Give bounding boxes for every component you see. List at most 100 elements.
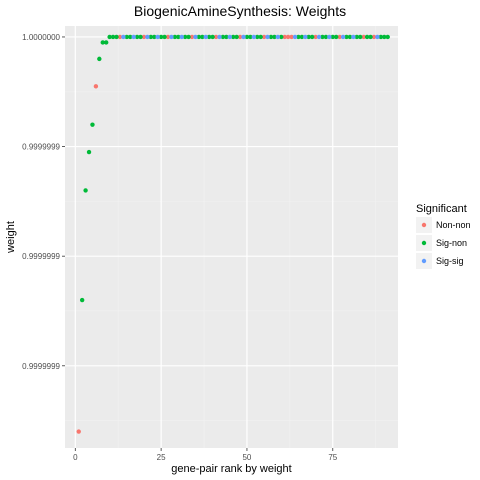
point-sig-non [196, 34, 202, 40]
point-non-non [282, 34, 287, 40]
point-non-non [337, 34, 342, 40]
point-non-non [289, 34, 294, 40]
point-sig-non [200, 34, 205, 40]
point-sig-non [138, 34, 143, 40]
point-sig-non [255, 34, 260, 40]
point-sig-non [364, 34, 370, 40]
x-tick-label: 0 [73, 453, 78, 462]
point-non-non [261, 34, 267, 40]
legend: Significant Non-non Sig-non Sig-sig [416, 203, 471, 269]
y-axis-title: weight [5, 221, 17, 254]
point-sig-non [97, 56, 102, 62]
point-non-non [313, 34, 318, 40]
point-sig-sig [145, 34, 150, 40]
x-tick-label: 75 [328, 453, 337, 462]
point-sig-sig [375, 34, 380, 40]
legend-swatch-non-non [421, 222, 427, 228]
point-non-non [189, 34, 195, 40]
point-sig-sig [275, 34, 281, 40]
point-sig-non [347, 34, 353, 40]
point-non-non [361, 34, 366, 40]
point-sig-non [234, 34, 239, 40]
x-tick-label: 25 [157, 453, 166, 462]
point-non-non [371, 34, 377, 40]
point-sig-sig [303, 34, 308, 40]
point-sig-non [378, 34, 384, 40]
point-sig-non [358, 34, 363, 40]
y-tick-label: 0.9999999 [22, 362, 60, 371]
point-sig-non [124, 34, 129, 40]
point-sig-non [210, 34, 215, 40]
point-sig-non [220, 34, 226, 40]
point-sig-non [114, 34, 119, 40]
point-sig-sig [179, 34, 184, 40]
legend-swatch-sig-sig [421, 258, 427, 264]
point-sig-non [152, 34, 157, 40]
point-sig-non [330, 34, 335, 40]
y-tick-label: 0.9999999 [22, 252, 60, 261]
point-sig-non [244, 34, 250, 40]
legend-label-sig-sig: Sig-sig [436, 256, 464, 266]
point-sig-non [279, 34, 284, 40]
y-tick-label: 0.9999999 [22, 143, 60, 152]
point-sig-sig [193, 34, 198, 40]
point-sig-non [224, 34, 229, 40]
point-sig-sig [292, 34, 298, 40]
point-sig-non [186, 34, 191, 40]
point-sig-sig [217, 34, 222, 40]
point-sig-non [90, 122, 95, 127]
legend-swatch-sig-non [421, 240, 427, 246]
y-axis-ticks: 0.9999999 0.9999999 0.9999999 1.0000000 [22, 33, 65, 371]
point-sig-sig [316, 34, 322, 40]
x-axis-ticks: 0 25 50 75 [73, 448, 338, 462]
point-sig-non [158, 34, 164, 40]
point-sig-non [272, 34, 277, 40]
point-sig-sig [227, 34, 232, 40]
point-sig-non [86, 149, 92, 155]
x-axis-title: gene-pair rank by weight [171, 463, 291, 475]
point-sig-non [148, 34, 154, 40]
x-tick-label: 50 [242, 453, 251, 462]
point-sig-sig [121, 34, 126, 40]
point-sig-sig [203, 34, 208, 40]
point-sig-non [368, 34, 373, 40]
point-sig-non [172, 34, 178, 40]
point-sig-sig [265, 34, 270, 40]
point-non-non [93, 84, 99, 89]
point-sig-non [83, 188, 88, 193]
point-sig-non [103, 40, 109, 45]
data-points [76, 34, 390, 434]
point-sig-non [110, 34, 116, 40]
point-sig-non [296, 34, 301, 40]
point-sig-non [206, 34, 212, 40]
point-sig-non [299, 34, 305, 40]
point-sig-sig [131, 34, 136, 40]
point-non-non [237, 34, 243, 40]
point-sig-non [385, 34, 390, 40]
point-sig-non [128, 34, 133, 40]
legend-title: Significant [416, 203, 467, 215]
point-sig-sig [340, 34, 346, 40]
legend-label-non-non: Non-non [436, 220, 471, 230]
point-sig-non [354, 34, 360, 40]
chart-title: BiogenicAmineSynthesis: Weights [134, 3, 346, 19]
point-sig-non [100, 40, 105, 45]
point-sig-sig [251, 34, 257, 40]
point-sig-non [268, 34, 274, 40]
point-sig-non [309, 34, 315, 40]
y-tick-label: 1.0000000 [22, 33, 60, 42]
point-sig-non [323, 34, 329, 40]
point-non-non [165, 34, 171, 40]
point-non-non [213, 34, 219, 40]
point-sig-non [258, 34, 263, 40]
point-sig-sig [351, 34, 356, 40]
point-sig-non [344, 34, 349, 40]
point-non-non [117, 34, 123, 40]
point-sig-sig [241, 34, 246, 40]
point-sig-non [231, 34, 236, 40]
point-sig-non [382, 34, 387, 40]
minor-gridlines [65, 26, 398, 448]
point-sig-non [107, 34, 112, 40]
point-sig-non [182, 34, 188, 40]
